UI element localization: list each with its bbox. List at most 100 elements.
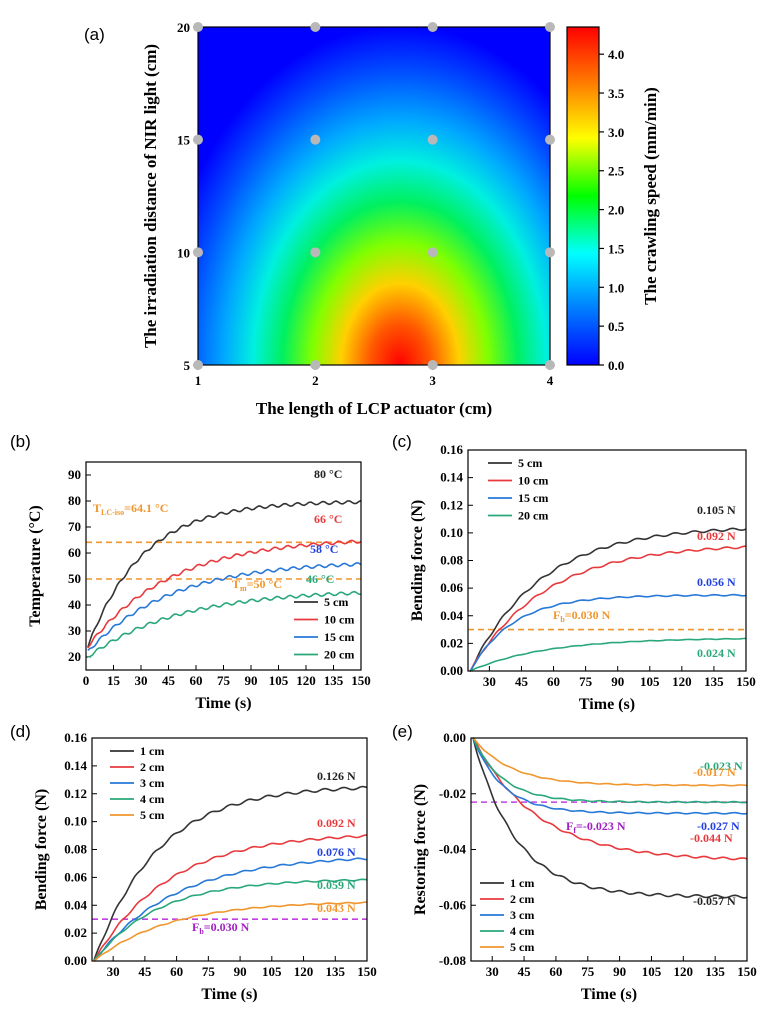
end-value-label: 46 °C: [306, 572, 334, 586]
series-line-1-cm: [93, 785, 368, 961]
legend-entry: 15 cm: [518, 491, 548, 505]
heatmap-sample-point: [427, 22, 438, 32]
legend-entry: 10 cm: [518, 474, 548, 488]
x-tick-label: 45: [515, 674, 529, 689]
heatmap-y-tick-label: 5: [184, 358, 191, 373]
x-tick-label: 30: [135, 673, 148, 688]
series-line-10-cm: [469, 545, 747, 672]
end-value-label: 0.056 N: [697, 575, 736, 589]
legend-entry: 5 cm: [324, 595, 348, 609]
colorbar-tick-label: 0.5: [608, 319, 625, 334]
x-tick-label: 60: [170, 964, 183, 979]
colorbar-tick-label: 4.0: [608, 47, 624, 62]
colorbar-tick-label: 2.0: [608, 203, 624, 218]
y-tick-label: 0.02: [64, 925, 87, 940]
legend-entry: 20 cm: [518, 509, 548, 523]
x-tick-label: 105: [269, 673, 289, 688]
panel-d: (d) 30 45 60 75 90 105 120 135 150 0.00 0.02 0.04 0.0…: [10, 722, 377, 1003]
series-line-10-cm: [87, 539, 362, 649]
series-line-4-cm: [93, 878, 368, 962]
y-axis-label: Bending force (N): [33, 789, 50, 910]
series-line-15-cm: [87, 561, 362, 651]
panel-label-a: (a): [84, 25, 105, 44]
heatmap-x-tick-label: 2: [312, 373, 319, 388]
y-tick-label: 20: [68, 649, 81, 664]
y-tick-label: -0.06: [439, 897, 467, 912]
heatmap-sample-point: [193, 134, 203, 145]
legend-entry: 20 cm: [324, 648, 354, 662]
colorbar-frame: [566, 26, 600, 366]
colorbar-tick-label: 2.5: [608, 164, 625, 179]
series-line-5-cm: [469, 527, 747, 672]
x-tick-label: 105: [642, 964, 662, 979]
series-line-3-cm: [472, 737, 748, 815]
heatmap-sample-point: [545, 360, 555, 370]
y-tick-label: 0.08: [440, 553, 463, 568]
y-tick-label: 0.16: [64, 730, 87, 745]
x-axis-label: Time (s): [579, 696, 635, 713]
heatmap-y-tick-label: 20: [177, 20, 190, 35]
series-line-2-cm: [472, 736, 748, 861]
plot-frame: [85, 461, 362, 671]
x-tick-label: 150: [736, 674, 756, 689]
colorbar-ticks: 0.0 0.5 1.0 1.5 2.0 2.5 3.0 3.5 4.0: [599, 47, 625, 373]
legend-entry: 5 cm: [518, 456, 542, 470]
heatmap-sample-point: [427, 360, 438, 370]
x-axis-label: Time (s): [201, 986, 257, 1003]
heatmap-sample-point: [310, 247, 321, 258]
legend-entry: 5 cm: [510, 940, 534, 954]
y-tick-label: 0.10: [440, 525, 463, 540]
x-tick-label: 15: [107, 673, 121, 688]
heatmap-x-tick-label: 3: [429, 373, 436, 388]
series-line-5-cm: [93, 901, 368, 962]
colorbar-tick-label: 1.0: [608, 280, 624, 295]
panel-e: (e) 30 45 60 75 90 105 120 135 150 0.00 -0.02 -0.04 -…: [392, 722, 757, 1003]
legend-entry: 4 cm: [510, 924, 534, 938]
x-tick-label: 135: [326, 964, 346, 979]
legend-entry: 1 cm: [140, 744, 164, 758]
plot-frame: [470, 737, 748, 962]
reference-label: TLC-iso=64.1 °C: [93, 501, 168, 517]
x-tick-label: 120: [294, 964, 314, 979]
x-tick-label: 75: [579, 674, 593, 689]
y-axis-label: Temperature (°C): [27, 505, 44, 626]
end-value-label: 0.043 N: [317, 901, 356, 915]
colorbar-tick-label: 3.0: [608, 125, 624, 140]
x-tick-label: 105: [640, 674, 660, 689]
series-line-5-cm: [472, 737, 748, 787]
x-tick-label: 135: [704, 674, 724, 689]
y-axis-label: Restoring force (N): [412, 784, 429, 915]
end-value-label: 0.076 N: [317, 845, 356, 859]
y-tick-label: 0.02: [440, 635, 463, 650]
heatmap-y-tick-label: 10: [177, 245, 190, 260]
legend-entry: 4 cm: [140, 792, 164, 806]
reference-label: Fb=0.030 N: [553, 608, 611, 624]
legend-entry: 3 cm: [510, 908, 534, 922]
end-value-label: 58 °C: [310, 542, 338, 556]
end-value-label: 80 °C: [314, 467, 342, 481]
x-tick-label: 75: [202, 964, 216, 979]
y-tick-label: 0.06: [440, 580, 463, 595]
x-tick-label: 45: [138, 964, 152, 979]
heatmap-y-label: The irradiation distance of NIR light (c…: [141, 44, 160, 348]
heatmap-sample-point: [310, 22, 321, 32]
series-line-20-cm: [87, 590, 362, 658]
panel-b: (b) 0 15 30 45 60 75 90 105 120 135 150 20 30 40 50 60 70…: [10, 432, 371, 712]
panel-label: (d): [10, 722, 31, 741]
y-tick-label: 0.16: [440, 442, 463, 457]
heatmap-field: [198, 27, 550, 365]
end-value-label: -0.057 N: [693, 894, 736, 908]
heatmap-x-tick-label: 1: [195, 373, 202, 388]
plot-frame: [467, 449, 747, 672]
y-tick-label: 0.08: [64, 842, 87, 857]
y-tick-label: 0.04: [64, 897, 87, 912]
colorbar-label: The crawling speed (mm/min): [641, 87, 660, 305]
end-value-label: 0.024 N: [697, 646, 736, 660]
x-tick-label: 120: [674, 964, 694, 979]
heatmap-sample-point: [310, 360, 321, 370]
legend-entry: 2 cm: [140, 760, 164, 774]
x-tick-label: 30: [107, 964, 120, 979]
legend-entry: 10 cm: [324, 613, 354, 627]
end-value-label: 66 °C: [314, 512, 342, 526]
